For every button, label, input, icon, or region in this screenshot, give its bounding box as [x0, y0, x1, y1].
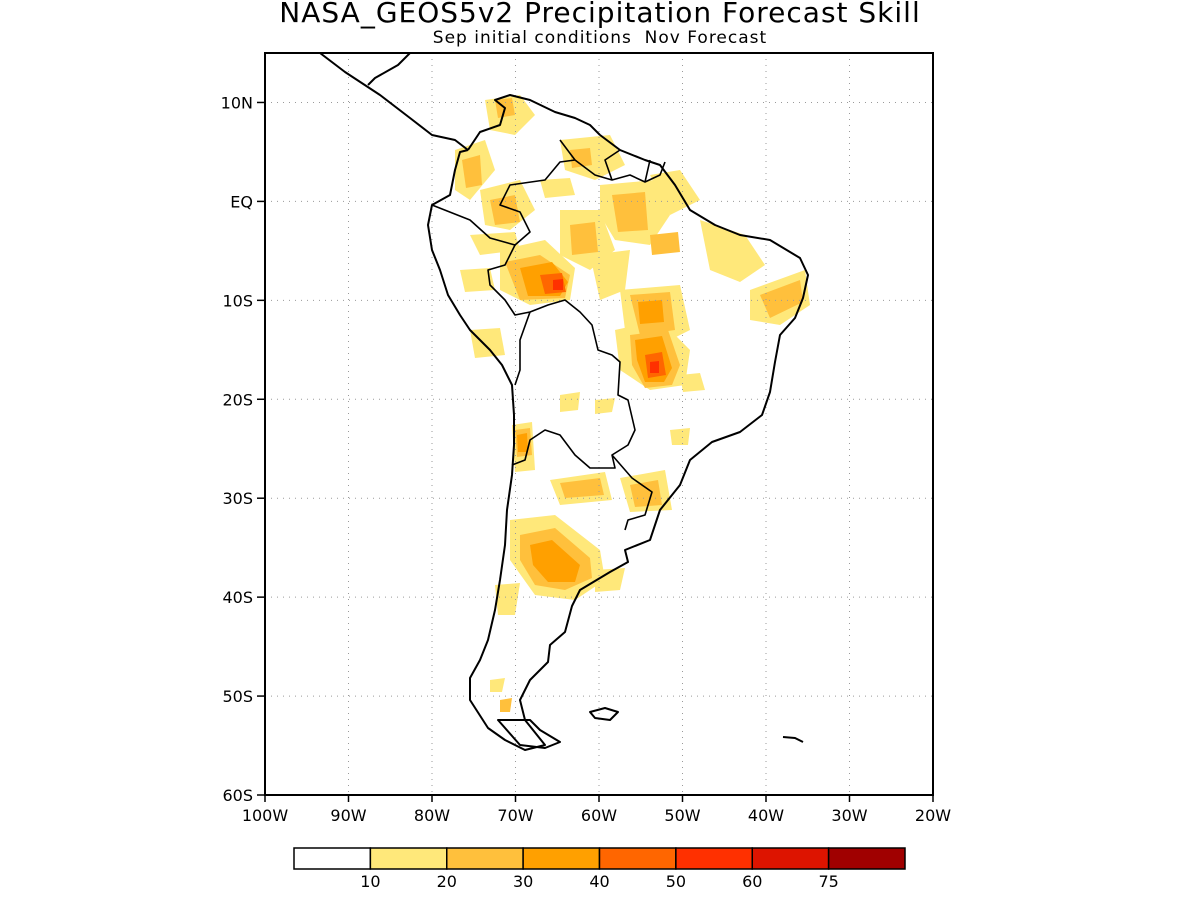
colorbar-label: 20	[437, 872, 457, 891]
colorbar-label: 75	[818, 872, 838, 891]
grid-lines	[265, 53, 933, 795]
colorbar-label: 10	[360, 872, 380, 891]
lat-tick-label: 60S	[222, 786, 253, 805]
colorbar-swatch	[293, 847, 372, 870]
colorbar-swatch	[598, 847, 677, 870]
colorbar-label: 40	[589, 872, 609, 891]
colorbar-swatch	[827, 847, 906, 870]
colorbar-swatch	[522, 847, 601, 870]
central-america-coast	[319, 53, 601, 151]
lon-tick-label: 90W	[330, 806, 366, 825]
lat-tick-label: 40S	[222, 588, 253, 607]
south-georgia	[782, 736, 804, 743]
colorbar-swatch	[751, 847, 830, 870]
lon-tick-label: 30W	[831, 806, 867, 825]
colorbar-swatch	[446, 847, 524, 870]
lat-tick-label: 20S	[222, 390, 253, 409]
coastlines	[319, 53, 809, 751]
colorbar-swatch	[675, 847, 753, 870]
colorbar-label: 60	[742, 872, 762, 891]
colorbar-label: 50	[666, 872, 686, 891]
lat-tick-label: 50S	[222, 687, 253, 706]
skill-band-50-60	[553, 279, 659, 373]
lon-tick-label: 70W	[497, 806, 533, 825]
lon-tick-label: 60W	[581, 806, 617, 825]
colorbar: 10 20 30 40 50 60 75	[293, 847, 906, 891]
lon-tick-label: 100W	[242, 806, 289, 825]
lat-tick-label: 10S	[222, 291, 253, 310]
skill-band-10-20	[455, 95, 810, 692]
longitude-axis: 100W 90W 80W 70W 60W 50W 40W 30W 20W	[242, 795, 951, 825]
colorbar-label: 30	[513, 872, 533, 891]
national-borders	[431, 139, 666, 531]
lon-tick-label: 50W	[664, 806, 700, 825]
map-title: NASA_GEOS5v2 Precipitation Forecast Skil…	[279, 0, 921, 29]
lon-tick-label: 20W	[915, 806, 951, 825]
falkland-islands	[589, 707, 619, 721]
lon-tick-label: 80W	[414, 806, 450, 825]
lat-tick-label: 10N	[221, 93, 253, 112]
tierra-del-fuego	[497, 719, 561, 749]
lat-tick-label: 30S	[222, 489, 253, 508]
map-subtitle: Sep initial conditions Nov Forecast	[432, 28, 768, 48]
lon-tick-label: 40W	[748, 806, 784, 825]
latitude-axis: 10N EQ 10S 20S 30S 40S 50S 60S	[221, 93, 265, 805]
colorbar-swatch	[369, 847, 448, 870]
lat-tick-label: EQ	[230, 192, 253, 211]
south-america-coast	[427, 134, 809, 751]
